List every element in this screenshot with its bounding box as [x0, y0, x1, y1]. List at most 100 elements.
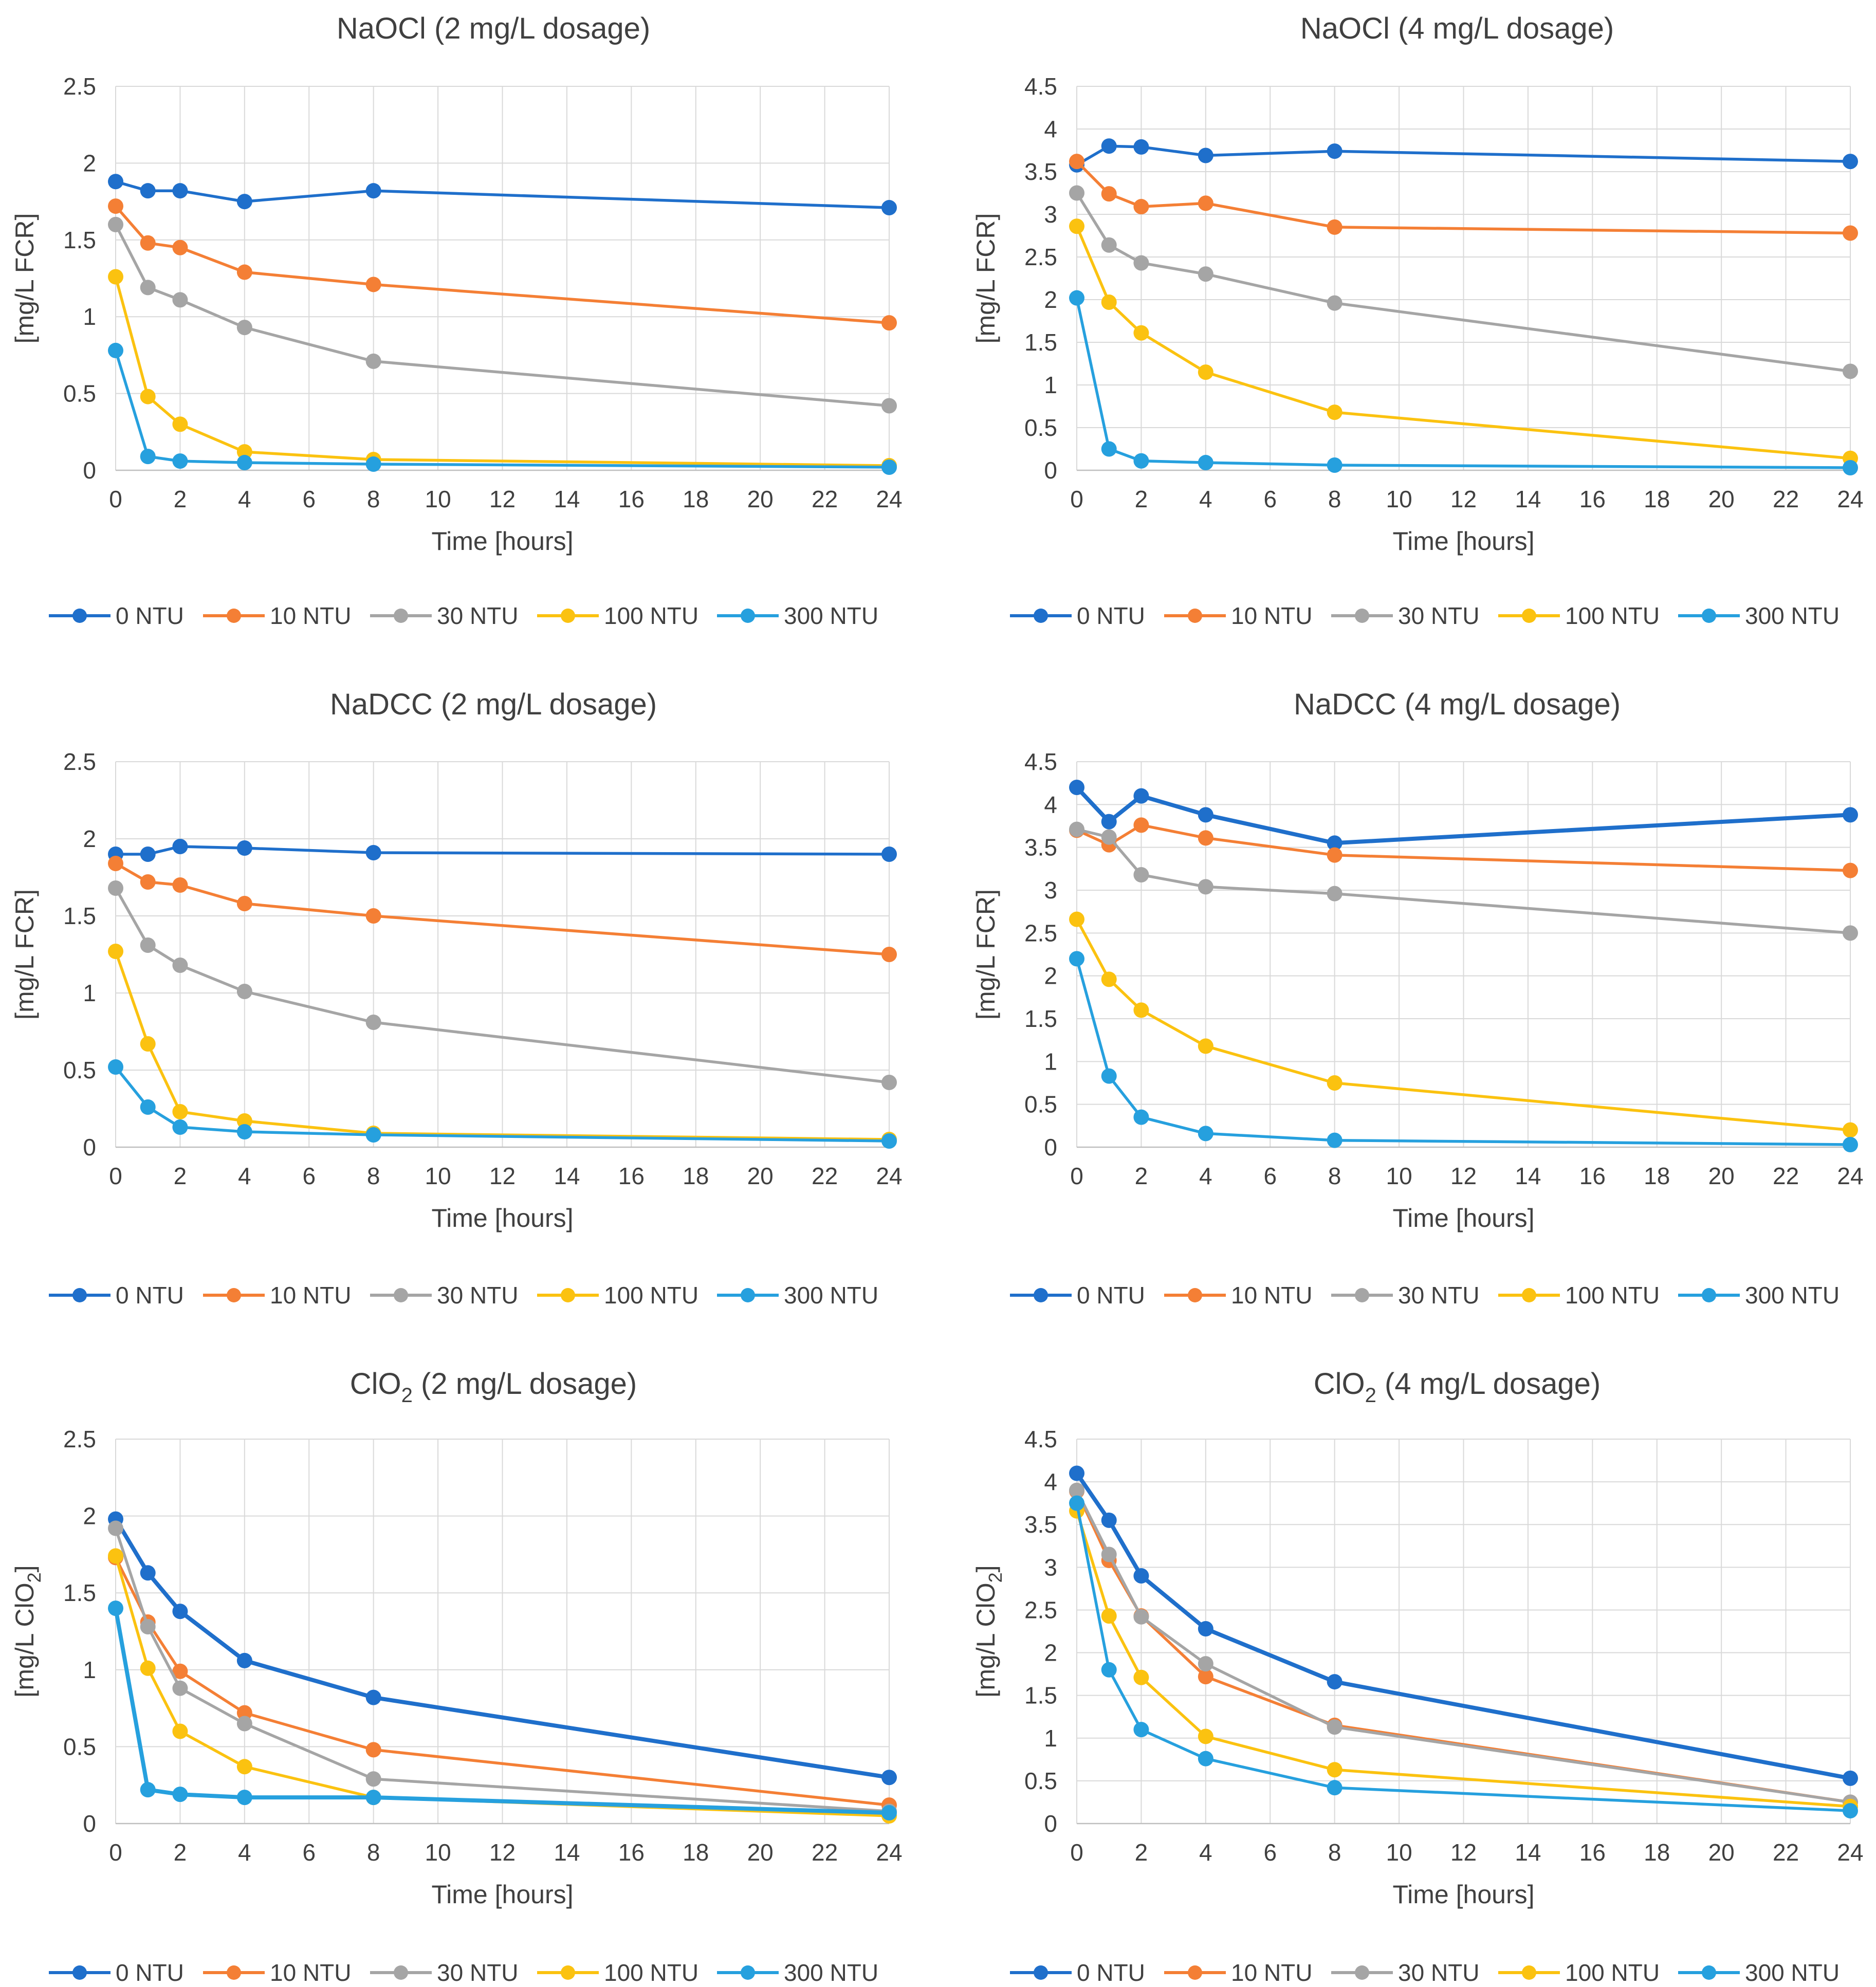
legend-swatch-marker	[1034, 609, 1048, 623]
data-point	[172, 1723, 188, 1739]
data-point	[1327, 143, 1342, 159]
chart-title: NaOCl (4 mg/L dosage)	[1300, 12, 1614, 45]
legend-swatch-marker	[1188, 1965, 1202, 1980]
data-point	[172, 1787, 188, 1802]
legend-label: 100 NTU	[604, 602, 698, 629]
data-point	[1101, 829, 1117, 845]
x-tick-label: 8	[367, 1163, 380, 1189]
data-point	[365, 1742, 381, 1758]
x-axis-title: Time [hours]	[431, 527, 573, 556]
series-line-300-ntu	[1075, 1503, 1851, 1812]
data-point	[1198, 1728, 1213, 1744]
x-tick-label: 16	[618, 1163, 645, 1189]
y-tick-label: 3	[1044, 1554, 1057, 1580]
legend-item: 30 NTU	[370, 1282, 518, 1309]
series-line-10-ntu	[114, 205, 890, 324]
data-point	[1069, 780, 1084, 795]
legend: 0 NTU 10 NTU 30 NTU 100 NTU 300 NTU	[49, 602, 878, 629]
x-axis-title: Time [hours]	[1392, 1880, 1534, 1909]
data-point	[1101, 1608, 1117, 1624]
legend: 0 NTU 10 NTU 30 NTU 100 NTU 300 NTU	[49, 1959, 878, 1986]
x-axis-title: Time [hours]	[431, 1204, 573, 1232]
x-tick-label: 8	[367, 1839, 380, 1866]
data-point	[1843, 225, 1858, 241]
x-tick-label: 18	[683, 1163, 709, 1189]
legend: 0 NTU 10 NTU 30 NTU 100 NTU 300 NTU	[1010, 602, 1840, 629]
legend-item: 100 NTU	[537, 602, 698, 629]
legend-label: 300 NTU	[1745, 1282, 1840, 1309]
legend-label: 30 NTU	[1398, 602, 1479, 629]
legend-swatch-marker	[227, 609, 241, 623]
x-tick-label: 12	[1450, 1839, 1477, 1866]
data-point	[1101, 237, 1117, 253]
data-point	[1843, 925, 1858, 941]
data-point	[1133, 139, 1149, 155]
chart-title: ClO2 (4 mg/L dosage)	[1314, 1367, 1601, 1407]
y-tick-label: 2.5	[1024, 1596, 1057, 1623]
series-line-300-ntu	[114, 350, 890, 469]
data-point	[1198, 195, 1213, 211]
data-point	[236, 444, 252, 460]
y-tick-label: 0	[1044, 1134, 1057, 1161]
legend: 0 NTU 10 NTU 30 NTU 100 NTU 300 NTU	[49, 1282, 878, 1309]
y-tick-label: 1	[83, 303, 96, 330]
x-tick-label: 22	[812, 1163, 838, 1189]
data-point	[236, 455, 252, 471]
x-tick-label: 20	[1708, 1163, 1735, 1189]
x-tick-label: 8	[367, 486, 380, 512]
legend-item: 10 NTU	[1164, 602, 1312, 629]
y-tick-label: 1.5	[63, 903, 96, 929]
x-tick-label: 10	[425, 1839, 451, 1866]
x-tick-label: 16	[1579, 486, 1606, 512]
x-tick-label: 14	[1515, 1839, 1541, 1866]
legend-swatch-marker	[1522, 1288, 1536, 1302]
legend-label: 0 NTU	[116, 602, 184, 629]
y-tick-label: 2.5	[1024, 919, 1057, 946]
data-point	[1327, 1075, 1342, 1091]
data-point	[1133, 867, 1149, 882]
y-tick-label: 3	[1044, 201, 1057, 228]
data-point	[1069, 218, 1084, 234]
data-point	[1069, 290, 1084, 306]
data-point	[1133, 255, 1149, 271]
data-point	[1327, 1719, 1342, 1735]
y-axis-title: [mg/L FCR]	[10, 213, 39, 344]
data-point	[1327, 1132, 1342, 1148]
x-tick-label: 10	[1386, 1163, 1412, 1189]
data-point	[172, 453, 188, 469]
y-tick-label: 2.5	[63, 73, 96, 100]
series-line-300-ntu	[1075, 958, 1851, 1146]
series-line-300-ntu	[114, 1066, 890, 1143]
y-tick-label: 0.5	[1024, 414, 1057, 441]
series-line-100-ntu	[1075, 918, 1851, 1132]
data-point	[1101, 1662, 1117, 1678]
legend-label: 300 NTU	[1745, 1959, 1840, 1986]
x-tick-label: 18	[683, 1839, 709, 1866]
x-tick-label: 14	[554, 486, 580, 512]
y-tick-label: 2.5	[1024, 244, 1057, 270]
x-tick-label: 14	[554, 1163, 580, 1189]
data-point	[140, 937, 156, 953]
y-tick-label: 0	[1044, 457, 1057, 484]
data-point	[108, 1548, 123, 1564]
legend-label: 30 NTU	[1398, 1282, 1479, 1309]
y-axis-title: [mg/L ClO2]	[971, 1565, 1006, 1697]
data-point	[140, 1036, 156, 1052]
legend-item: 0 NTU	[1010, 602, 1145, 629]
x-tick-label: 10	[1386, 1839, 1412, 1866]
y-tick-label: 2	[83, 150, 96, 176]
legend-label: 10 NTU	[1231, 1959, 1312, 1986]
data-point	[236, 1113, 252, 1129]
data-point	[140, 1782, 156, 1798]
legend-item: 30 NTU	[1331, 1959, 1479, 1986]
legend-swatch-marker	[1355, 609, 1369, 623]
x-axis-title: Time [hours]	[1392, 527, 1534, 556]
data-point	[140, 1619, 156, 1635]
data-point	[172, 416, 188, 432]
legend-label: 100 NTU	[1565, 1959, 1660, 1986]
data-point	[1133, 1002, 1149, 1018]
x-tick-label: 18	[1644, 1839, 1670, 1866]
data-point	[1101, 971, 1117, 987]
x-tick-label: 6	[302, 1163, 316, 1189]
x-tick-label: 16	[1579, 1163, 1606, 1189]
